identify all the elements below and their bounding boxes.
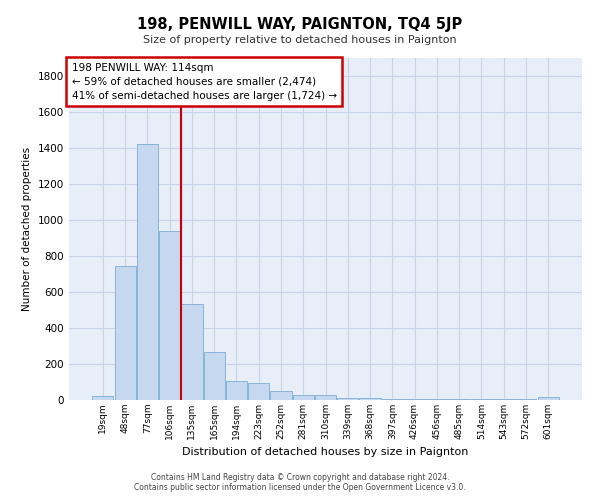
Bar <box>159 230 180 400</box>
Bar <box>404 399 425 400</box>
Bar <box>226 381 247 400</box>
Bar <box>92 396 113 400</box>
Bar <box>538 397 559 400</box>
Bar <box>137 144 158 400</box>
Bar <box>271 391 292 400</box>
Text: Contains HM Land Registry data © Crown copyright and database right 2024.
Contai: Contains HM Land Registry data © Crown c… <box>134 473 466 492</box>
Text: Size of property relative to detached houses in Paignton: Size of property relative to detached ho… <box>143 35 457 45</box>
Bar <box>293 395 314 400</box>
Bar <box>426 399 448 400</box>
Bar <box>315 395 336 400</box>
Bar <box>359 398 380 400</box>
Bar <box>181 304 203 400</box>
Bar <box>203 352 225 400</box>
Bar <box>515 399 536 400</box>
Bar <box>493 399 514 400</box>
Bar <box>337 398 358 400</box>
Text: 198 PENWILL WAY: 114sqm
← 59% of detached houses are smaller (2,474)
41% of semi: 198 PENWILL WAY: 114sqm ← 59% of detache… <box>71 62 337 100</box>
Y-axis label: Number of detached properties: Number of detached properties <box>22 146 32 311</box>
Bar <box>248 384 269 400</box>
X-axis label: Distribution of detached houses by size in Paignton: Distribution of detached houses by size … <box>182 448 469 458</box>
Bar <box>115 266 136 400</box>
Bar <box>471 399 492 400</box>
Bar <box>382 399 403 400</box>
Bar <box>448 399 470 400</box>
Text: 198, PENWILL WAY, PAIGNTON, TQ4 5JP: 198, PENWILL WAY, PAIGNTON, TQ4 5JP <box>137 18 463 32</box>
